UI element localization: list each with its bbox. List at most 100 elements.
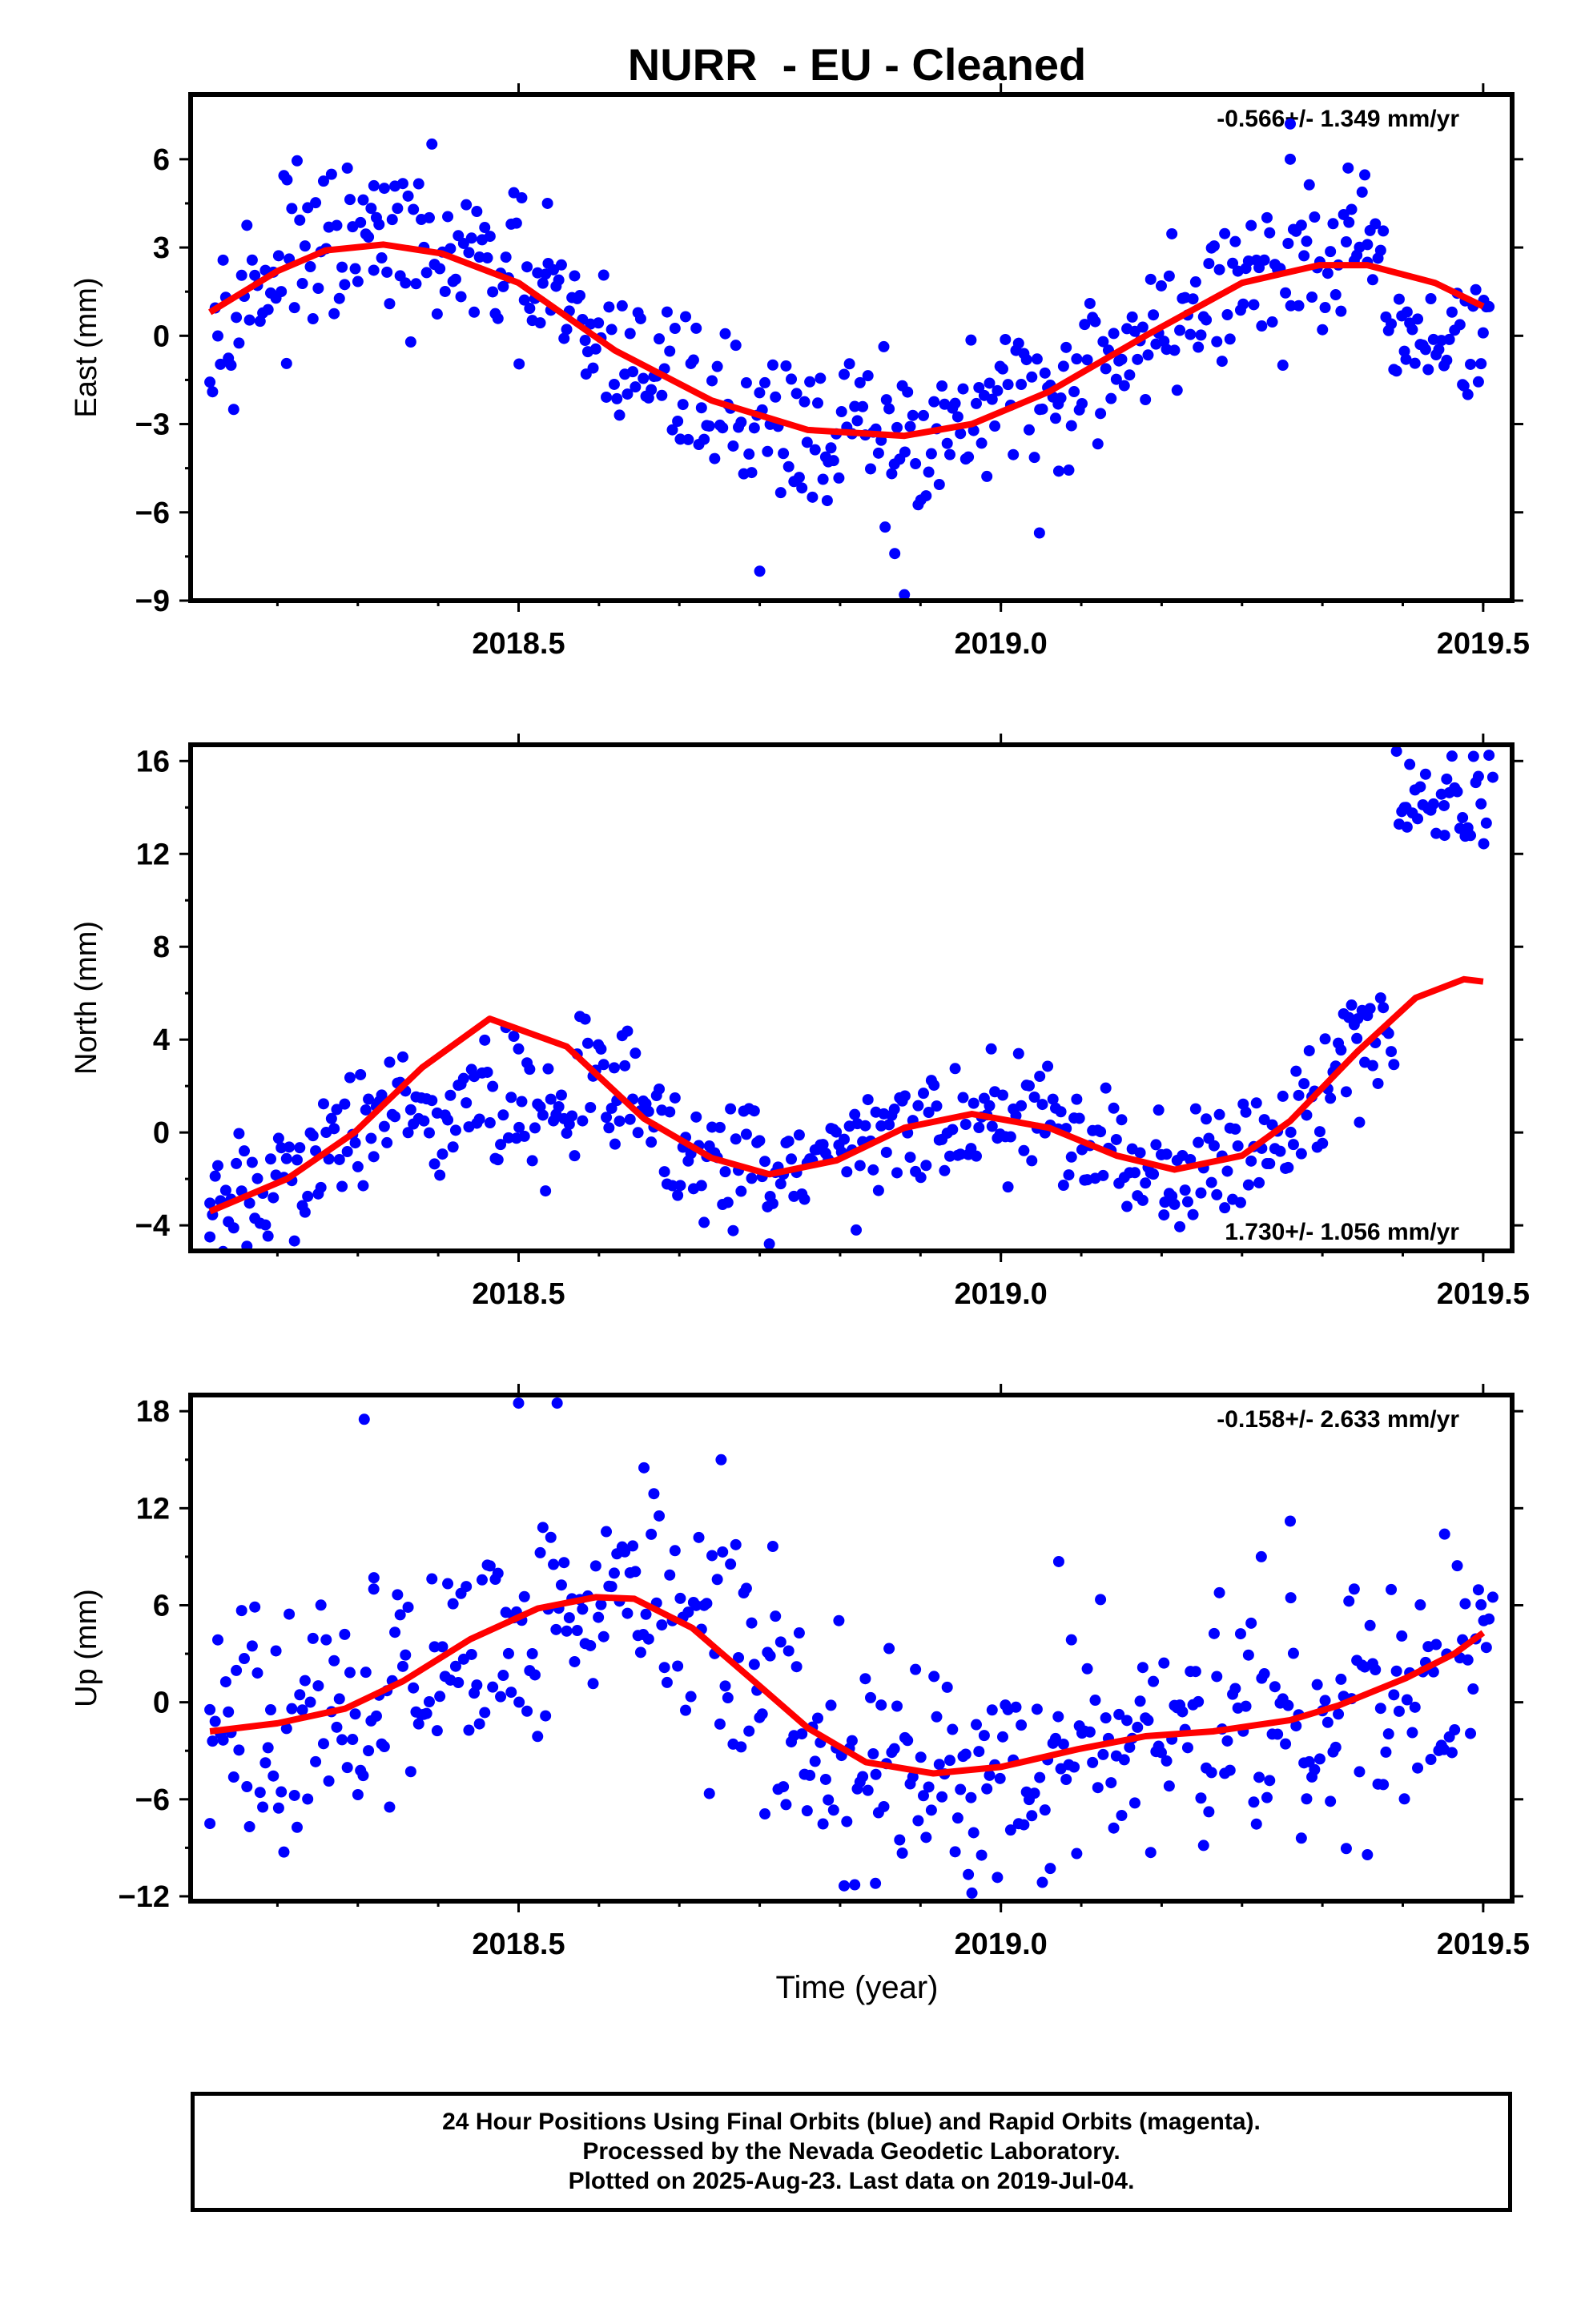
data-point — [365, 1132, 377, 1144]
data-point — [666, 1180, 678, 1192]
data-point — [1282, 238, 1294, 250]
data-point — [1256, 320, 1268, 332]
data-point — [1277, 360, 1289, 372]
data-point — [1343, 1595, 1355, 1607]
data-point — [280, 1723, 292, 1735]
data-point — [1427, 798, 1439, 810]
data-point — [487, 1681, 499, 1693]
data-point — [294, 214, 306, 226]
rate-label: -0.158+/- 2.633 mm/yr — [1217, 1406, 1459, 1433]
data-point — [336, 1180, 348, 1192]
data-point — [365, 203, 377, 215]
data-point — [1169, 344, 1181, 356]
data-point — [891, 1167, 903, 1179]
data-point — [891, 421, 903, 433]
data-point — [1425, 292, 1437, 304]
data-point — [363, 1745, 375, 1757]
data-point — [497, 1109, 509, 1121]
data-point — [904, 1152, 916, 1164]
data-point — [1110, 1133, 1122, 1145]
data-point — [288, 302, 300, 314]
data-point — [1451, 1560, 1463, 1572]
data-point — [669, 1545, 681, 1557]
data-point — [1084, 297, 1096, 309]
data-point — [605, 324, 617, 336]
data-point — [396, 1051, 408, 1063]
data-point — [315, 1181, 327, 1193]
data-point — [207, 1735, 219, 1747]
data-point — [664, 1569, 676, 1581]
data-point — [500, 1606, 512, 1618]
data-point — [1401, 306, 1413, 318]
data-point — [540, 1710, 552, 1722]
data-point — [1404, 758, 1416, 770]
data-point — [804, 1769, 816, 1781]
data-point — [251, 1667, 263, 1679]
data-point — [1018, 1144, 1030, 1156]
y-tick-label: −12 — [119, 1880, 170, 1914]
data-point — [1159, 1196, 1171, 1208]
data-point — [1290, 1065, 1302, 1077]
data-point — [896, 1848, 908, 1860]
data-point — [1195, 1187, 1207, 1199]
data-point — [455, 291, 467, 303]
data-point — [1298, 1078, 1310, 1090]
data-point — [1068, 386, 1080, 398]
data-point — [262, 1230, 274, 1242]
data-point — [1136, 1662, 1149, 1674]
data-point — [1065, 420, 1077, 432]
data-point — [941, 1681, 953, 1693]
data-point — [928, 1671, 940, 1683]
data-point — [1438, 830, 1450, 842]
data-point — [225, 360, 237, 372]
data-point — [1169, 1198, 1181, 1210]
data-point — [870, 1877, 882, 1889]
data-point — [368, 264, 380, 276]
data-point — [219, 1184, 231, 1196]
data-point — [400, 1649, 412, 1661]
data-point — [756, 1708, 768, 1720]
data-point — [581, 1037, 593, 1049]
data-point — [613, 1115, 626, 1127]
data-point — [299, 240, 311, 252]
data-point — [217, 254, 229, 266]
data-point — [1095, 1126, 1107, 1138]
data-point — [302, 1190, 314, 1202]
data-point — [243, 314, 255, 326]
data-point — [423, 1127, 435, 1139]
data-point — [879, 521, 891, 533]
data-point — [1390, 365, 1402, 377]
data-point — [1039, 1804, 1051, 1816]
data-point — [1136, 321, 1149, 333]
data-point — [605, 1581, 617, 1593]
data-point — [727, 440, 739, 452]
data-point — [973, 381, 985, 393]
data-point — [1388, 1059, 1400, 1071]
data-point — [302, 1793, 314, 1805]
data-point — [442, 1578, 454, 1590]
data-point — [1063, 1169, 1075, 1181]
data-point — [589, 343, 601, 355]
data-point — [1438, 799, 1450, 811]
data-point — [672, 416, 684, 428]
data-point — [801, 1805, 813, 1817]
data-point — [1253, 1176, 1265, 1188]
data-point — [1189, 1666, 1201, 1678]
data-point — [284, 1608, 296, 1620]
data-point — [589, 1560, 601, 1572]
east-panel: −9 −6 −3 0 3 6 2018.5 2019.0 2019.5 East (mm) -0.5… — [70, 83, 1530, 661]
data-point — [396, 178, 408, 190]
data-point — [1362, 239, 1374, 251]
data-point — [996, 363, 1008, 375]
data-point — [754, 565, 766, 577]
data-point — [1073, 1112, 1085, 1124]
footer-line-3: Plotted on 2025-Aug-23. Last data on 201… — [568, 2168, 1135, 2194]
data-point — [1386, 1583, 1398, 1595]
data-point — [259, 1757, 272, 1769]
data-point — [276, 1786, 288, 1798]
data-point — [994, 1772, 1006, 1784]
data-point — [508, 1031, 520, 1043]
data-point — [272, 1132, 284, 1144]
data-point — [888, 1104, 900, 1116]
data-point — [484, 1560, 496, 1572]
